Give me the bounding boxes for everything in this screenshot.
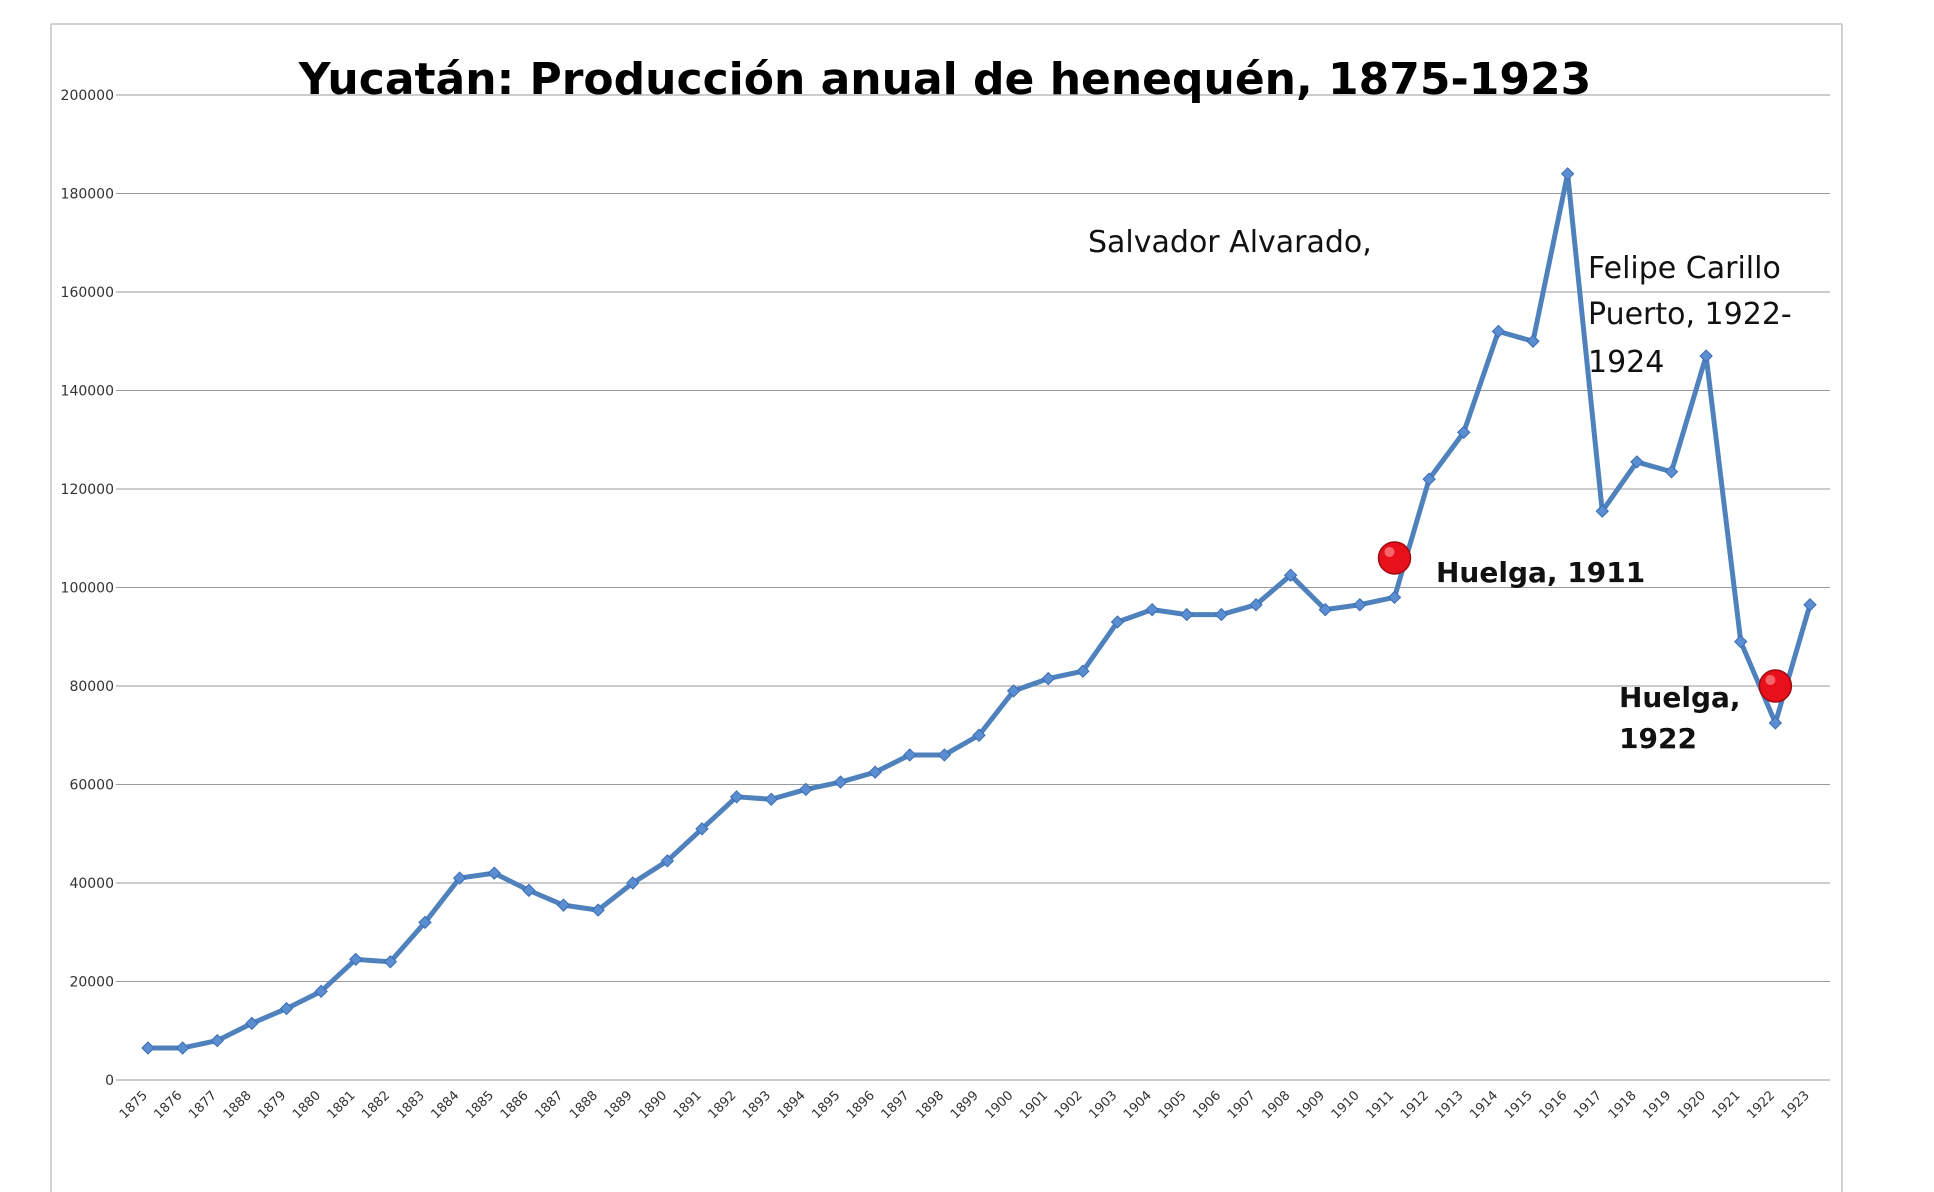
y-tick-label: 60000 xyxy=(69,778,114,794)
data-point xyxy=(1630,455,1644,469)
data-point xyxy=(1768,716,1783,730)
y-tick-label: 20000 xyxy=(69,975,114,991)
y-tick-label: 0 xyxy=(105,1073,114,1089)
data-point xyxy=(1595,504,1609,518)
annotation-salvador-alvarado: Salvador Alvarado, xyxy=(1088,225,1372,260)
data-point xyxy=(245,1016,259,1031)
data-point xyxy=(1803,598,1817,612)
data-point xyxy=(1006,684,1021,698)
highlight-point xyxy=(1377,541,1412,575)
annotation-huelga-1922-line-1: Huelga, xyxy=(1619,681,1741,714)
y-tick-label: 80000 xyxy=(69,679,114,695)
data-point xyxy=(799,782,813,797)
data-point xyxy=(1387,590,1402,605)
data-point xyxy=(1110,615,1125,629)
annotation-felipe-carillo-line-3: 1924 xyxy=(1588,345,1664,380)
data-point xyxy=(141,1041,155,1055)
data-point xyxy=(903,748,917,762)
data-point xyxy=(591,903,605,917)
data-point xyxy=(1699,349,1713,363)
data-point xyxy=(1283,568,1298,582)
annotation-felipe-carillo-line-1: Felipe Carillo xyxy=(1588,251,1781,286)
y-tick-label: 120000 xyxy=(61,482,114,498)
data-point xyxy=(626,876,640,890)
data-point xyxy=(175,1041,190,1055)
highlight-point-shine xyxy=(1765,675,1776,685)
data-point xyxy=(1041,671,1055,686)
annotation-huelga-1922-line-2: 1922 xyxy=(1619,722,1697,755)
highlight-point xyxy=(1758,669,1793,703)
data-point xyxy=(868,765,882,779)
data-point xyxy=(418,915,432,930)
data-point xyxy=(279,1001,294,1016)
y-tick-label: 160000 xyxy=(61,285,114,301)
chart-title: Yucatán: Producción anual de henequén, 1… xyxy=(298,54,1591,105)
data-point xyxy=(1664,465,1679,479)
data-point xyxy=(452,871,467,885)
series-points xyxy=(141,167,1817,1055)
data-point xyxy=(660,854,675,868)
data-point xyxy=(1180,607,1194,622)
annotation-felipe-carillo-line-2: Puerto, 1922- xyxy=(1588,297,1792,332)
data-point xyxy=(210,1033,224,1048)
data-point xyxy=(1560,167,1575,181)
data-point xyxy=(1249,598,1263,612)
y-tick-label: 100000 xyxy=(61,581,114,597)
data-point xyxy=(972,728,986,742)
data-point xyxy=(1734,634,1748,649)
data-point xyxy=(1457,425,1471,440)
data-point xyxy=(1214,607,1229,622)
data-point xyxy=(1318,602,1332,617)
data-point xyxy=(487,866,501,880)
data-point xyxy=(1145,602,1159,617)
annotation-huelga-1911: Huelga, 1911 xyxy=(1436,556,1645,589)
data-point xyxy=(937,748,952,762)
y-tick-label: 40000 xyxy=(69,876,114,892)
data-point xyxy=(729,790,744,804)
data-point xyxy=(1076,664,1090,678)
data-point xyxy=(1422,472,1436,486)
highlight-points xyxy=(1377,541,1793,703)
data-point xyxy=(349,952,363,967)
data-point xyxy=(764,792,778,806)
y-axis-ticks: 0 20000 40000 60000 80000 100000 120000 140000 1… xyxy=(61,88,114,1089)
data-point xyxy=(383,955,398,969)
data-point xyxy=(522,883,536,898)
y-tick-label: 140000 xyxy=(61,384,114,400)
y-tick-label: 200000 xyxy=(61,88,114,104)
data-point xyxy=(1353,598,1367,612)
y-tick-label: 180000 xyxy=(61,187,114,203)
gridlines xyxy=(116,94,1830,1081)
data-point xyxy=(314,984,328,999)
data-point xyxy=(833,775,848,789)
highlight-point-shine xyxy=(1384,546,1395,557)
data-point xyxy=(695,822,709,836)
data-point xyxy=(1491,324,1506,339)
data-point xyxy=(556,898,571,912)
data-point xyxy=(1526,334,1540,348)
